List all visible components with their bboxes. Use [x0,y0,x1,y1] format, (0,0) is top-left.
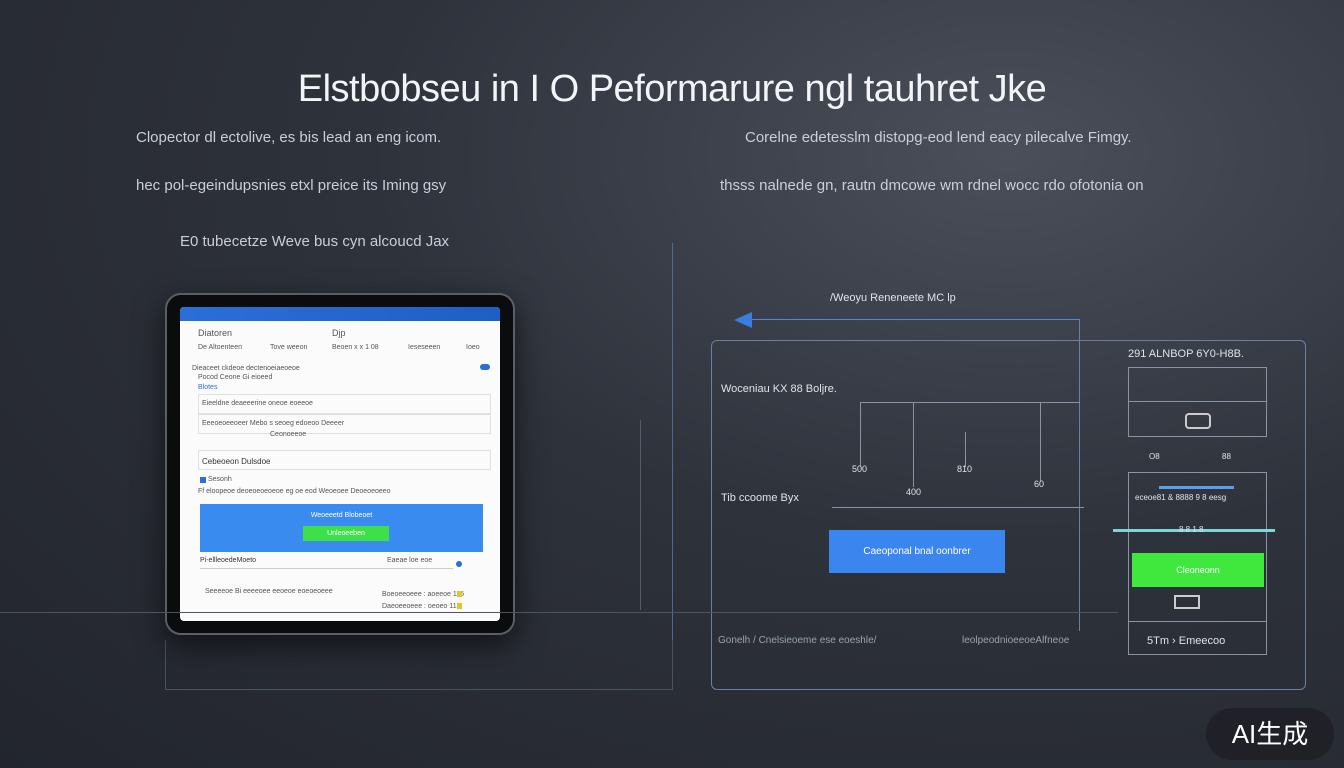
left-text-2: hec pol-egeindupsnies etxl preice its Im… [136,177,447,194]
tick-label: 810 [957,464,973,474]
page-title: Elstbobseu in I O Peformarure ngl tauhre… [297,68,1047,110]
divider [1129,621,1266,622]
tick-label: 400 [906,487,922,497]
arrow-label: /Weoyu Reneneete MC lp [830,292,956,304]
list-right: Eaeae loe eoe [387,557,433,564]
side-row: eceoe81 & 8888 9 8 eesg [1135,493,1227,502]
app-topbar [180,307,500,321]
field[interactable]: Cebeoeon Dulsdoe [198,450,491,470]
checkbox-label: Sesonh [208,476,232,483]
label-mid: Tib ccoome Byx [721,492,799,504]
checkbox[interactable] [200,477,206,483]
diagram-panel [711,340,1306,690]
status-icon [457,591,462,597]
list-title: Pi-ellleoedeMoeto [200,557,257,564]
tick-line [1040,402,1041,482]
logo-icon [1185,413,1211,429]
field-text: Eeeoeoeeoeer Mebo s seoeg edoeoo Deeeer [202,420,345,427]
side-bottom: 5Tm › Emeecoo [1147,635,1226,647]
arrow-line [750,319,1080,320]
tablet: Diatoren Djp De Altoenteen Tove weeon Be… [165,293,515,635]
divider [672,243,673,690]
base-frame [165,640,673,690]
divider [640,420,641,610]
field[interactable]: Eieeldne deaeeerine oneoe eoeeoe [198,394,491,414]
side-panel: eceoe81 & 8888 9 8 eesg 8 8 1 8 Cleoneon… [1113,472,1275,655]
left-text-1: Clopector dl ectolive, es bis lead an en… [136,129,442,146]
axis-top [860,402,1080,403]
row-text: Dieaceet ckdeoe dectenoeiaeoeoe [192,365,300,372]
label-top: Woceniau KX 88 Boljre. [721,383,837,395]
frame-line [1079,319,1080,631]
row-text: Pocod Ceone Gi eioeed [198,374,273,381]
app-title: Diatoren [198,328,233,338]
tab[interactable]: De Altoenteen [198,344,242,351]
field[interactable]: Eeeoeoeeoeer Mebo s seoeg edoeoo Deeeer [198,414,491,434]
confirm-button[interactable]: Cleoneonn [1132,553,1264,587]
description: Ff eloopeoe deoeoeoeoeoe eg oe eod Weoeo… [198,488,391,495]
tick-line [965,432,966,467]
footer-text: Seeeeoe Bi eeeeoee eeoeoe eoeoeoeee [205,588,333,595]
info-icon[interactable] [456,561,462,567]
footer-right: leolpeodnioeeoeAlfneoe [962,635,1070,646]
section-title: Cebeoeon Dulsdoe [202,457,271,466]
side-small: O8 [1149,452,1160,461]
header-text: Djp [332,328,346,338]
slider-track[interactable] [1159,486,1234,489]
left-text-3: E0 tubecetze Weve bus cyn alcoucd Jax [180,233,450,250]
green-button[interactable]: Unleoeeben [303,526,389,541]
tick-label: 500 [852,464,868,474]
tick-line [913,402,914,487]
right-text-1: Corelne edetesslm distopg-eod lend eacy … [745,129,1132,146]
field-text: Eieeldne deaeeerine oneoe eoeeoe [202,400,313,407]
side-title: 291 ALNBOP 6Y0-H8B. [1128,348,1244,360]
tab[interactable]: Tove weeon [270,344,308,351]
slider-value: 8 8 1 8 [1179,525,1204,534]
tick-line [860,402,861,467]
toggle[interactable] [480,364,490,370]
divider [0,612,1118,613]
tab[interactable]: Ieseseeen [408,344,441,351]
side-small: 88 [1222,452,1231,461]
banner-text: Weoeeetd Blobeoet [310,512,373,519]
axis-bottom [832,507,1084,508]
stat: Daeoeeoeee : oeoeo 115 [382,603,461,610]
tab[interactable]: Beoen x x 1 08 [332,344,379,351]
tick-label: 60 [1034,479,1045,489]
status-icon [457,603,462,609]
slider[interactable] [1113,529,1275,532]
divider [1129,401,1266,402]
arrow-left-icon [734,312,752,328]
qr-icon [1174,595,1200,609]
tab[interactable]: Ioeo [466,344,480,351]
link[interactable]: Blotes [198,384,218,391]
footer-left: Gonelh / Cnelsieoeme ese eoeshle/ [718,635,877,646]
row-text: Ceonoeeoe [270,431,307,438]
right-text-2: thsss nalnede gn, rautn dmcowe wm rdnel … [720,177,1144,194]
divider [200,568,453,569]
side-card [1128,367,1267,437]
banner: Weoeeetd Blobeoet Unleoeeben [200,504,483,552]
primary-button[interactable]: Caeoponal bnal oonbrer [829,530,1005,573]
stat: Boeoeeoeee : aoeeoe 115 [382,591,465,598]
ai-generated-badge: AI生成 [1206,708,1334,760]
tablet-screen: Diatoren Djp De Altoenteen Tove weeon Be… [180,307,500,621]
